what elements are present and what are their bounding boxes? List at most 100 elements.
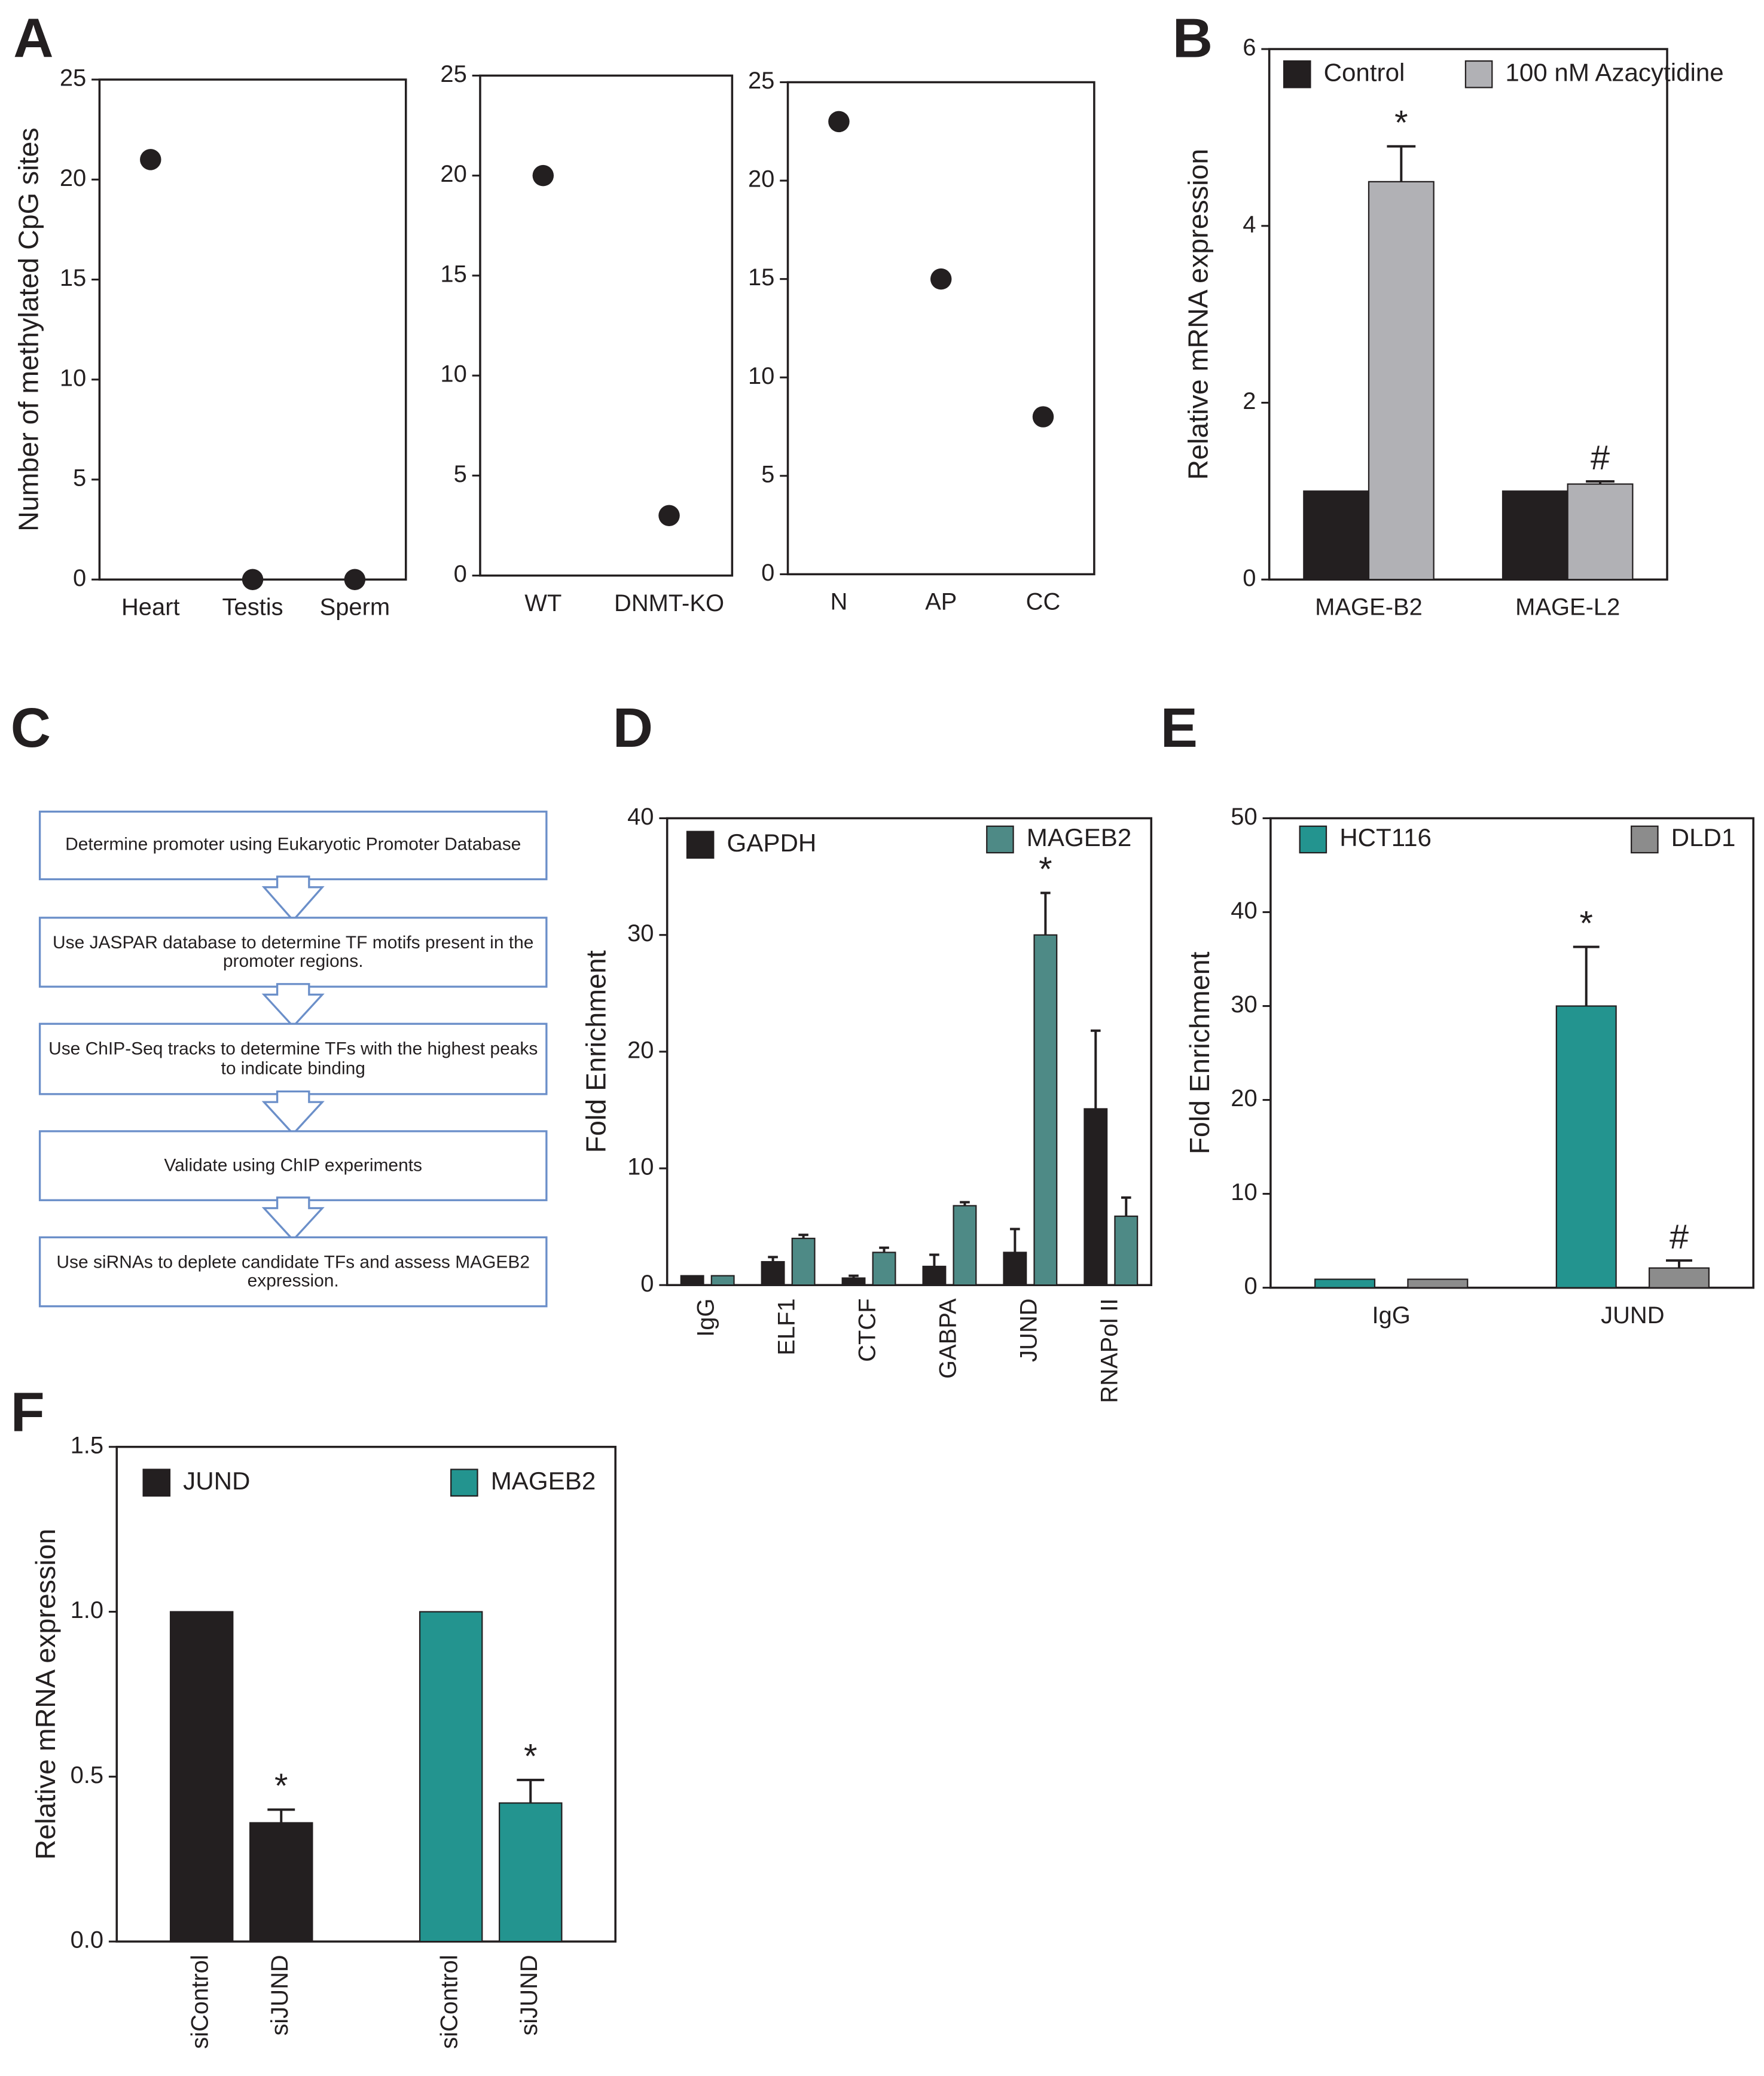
- y-tick-label: 5: [73, 465, 86, 491]
- x-tick-label: GABPA: [935, 1298, 961, 1379]
- legend-label: MAGEB2: [491, 1467, 596, 1495]
- bar: [1114, 1215, 1139, 1286]
- y-tick-label: 20: [627, 1037, 654, 1063]
- x-tick-label: CC: [1026, 589, 1061, 615]
- legend-label: 100 nM Azacytidine: [1505, 58, 1723, 86]
- bar: [249, 1822, 313, 1943]
- flow-arrow: [261, 1090, 325, 1135]
- y-tick-label: 0: [1244, 1273, 1257, 1299]
- y-tick-label: 4: [1243, 211, 1256, 237]
- y-axis-label: Fold Enrichment: [1184, 951, 1215, 1154]
- x-tick-label: Testis: [222, 594, 283, 621]
- legend-label: HCT116: [1339, 823, 1432, 851]
- y-tick-label: 25: [60, 65, 86, 91]
- legend-label: GAPDH: [727, 829, 816, 857]
- x-tick-label: siJUND: [267, 1955, 293, 2035]
- error-bar: [960, 1201, 970, 1206]
- legend-label: Control: [1324, 58, 1405, 86]
- bar: [710, 1275, 735, 1286]
- x-tick-label: CTCF: [854, 1298, 881, 1361]
- bar: [419, 1611, 483, 1943]
- y-axis-label: Relative mRNA expression: [30, 1529, 61, 1860]
- legend-swatch: [686, 831, 715, 859]
- y-tick-label: 0: [454, 561, 467, 587]
- flow-step-text: Use siRNAs to deplete candidate TFs and …: [56, 1251, 530, 1291]
- x-tick-label: MAGE-B2: [1315, 594, 1423, 621]
- y-tick-label: 10: [60, 365, 86, 391]
- data-point: [658, 505, 680, 526]
- data-point: [242, 569, 264, 590]
- x-tick-label: N: [831, 589, 848, 615]
- error-bar: [879, 1246, 889, 1253]
- x-tick-label: JUND: [1015, 1298, 1042, 1361]
- x-tick-label: Sperm: [320, 594, 390, 621]
- legend-label: JUND: [183, 1467, 250, 1495]
- bar: [1555, 1005, 1617, 1289]
- x-tick-label: siControl: [437, 1955, 463, 2048]
- y-tick-label: 5: [454, 461, 467, 487]
- plot-frame: [786, 81, 1095, 576]
- legend-swatch: [1631, 825, 1659, 854]
- y-tick-label: 25: [748, 68, 774, 94]
- error-bar: [929, 1253, 939, 1266]
- y-axis-label: Relative mRNA expression: [1183, 149, 1214, 480]
- y-tick-label: 30: [627, 920, 654, 947]
- y-tick-label: 20: [440, 161, 466, 187]
- bar: [1407, 1278, 1469, 1289]
- bar: [1368, 181, 1435, 581]
- x-tick-label: ELF1: [774, 1298, 800, 1355]
- y-tick-label: 0.0: [71, 1927, 103, 1953]
- y-tick-label: 10: [440, 361, 466, 387]
- error-bar: [1586, 480, 1615, 484]
- flow-step: Use JASPAR database to determine TF moti…: [53, 932, 534, 971]
- x-tick-label: RNAPol II: [1096, 1298, 1122, 1403]
- x-tick-label: MAGE-L2: [1515, 594, 1620, 621]
- y-tick-label: 1.5: [71, 1432, 103, 1458]
- panel-label: C: [11, 697, 51, 759]
- flow-arrow: [261, 983, 325, 1028]
- flow-step-text: Use ChIP-Seq tracks to determine TFs wit…: [48, 1039, 538, 1078]
- bar: [1314, 1278, 1376, 1289]
- error-bar: [1573, 945, 1600, 1006]
- bar: [1303, 490, 1370, 581]
- x-tick-label: WT: [524, 590, 561, 616]
- y-tick-label: 40: [1231, 897, 1257, 924]
- panel-label: D: [613, 697, 653, 759]
- plot-frame: [666, 817, 1153, 1286]
- error-bar: [849, 1274, 859, 1278]
- annotation: *: [274, 1767, 288, 1805]
- y-tick-label: 1.0: [71, 1597, 103, 1623]
- flow-step: Validate using ChIP experiments: [164, 1156, 422, 1174]
- annotation: #: [1670, 1218, 1689, 1256]
- legend-label: DLD1: [1671, 823, 1736, 851]
- legend-label: MAGEB2: [1027, 823, 1132, 851]
- plot-frame: [479, 74, 734, 577]
- data-point: [828, 111, 850, 133]
- bar: [1003, 1251, 1027, 1286]
- y-tick-label: 10: [748, 363, 774, 389]
- data-point: [140, 149, 161, 170]
- plot-frame: [115, 1446, 617, 1943]
- annotation: #: [1591, 439, 1610, 477]
- annotation: *: [1580, 904, 1593, 942]
- flow-arrow: [261, 1196, 325, 1242]
- error-bar: [267, 1808, 295, 1823]
- bar: [680, 1275, 704, 1286]
- y-axis-label: Number of methylated CpG sites: [13, 127, 44, 531]
- flow-step-box: [38, 810, 548, 881]
- bar: [1501, 490, 1568, 581]
- legend-swatch: [450, 1469, 478, 1497]
- bar: [953, 1205, 977, 1286]
- y-tick-label: 15: [60, 265, 86, 291]
- y-tick-label: 0.5: [71, 1762, 103, 1788]
- error-bar: [768, 1256, 778, 1262]
- legend-swatch: [1283, 60, 1311, 88]
- bar: [791, 1238, 816, 1286]
- flow-step-text: Use JASPAR database to determine TF moti…: [53, 932, 534, 971]
- y-tick-label: 0: [73, 565, 86, 591]
- x-tick-label: Heart: [121, 594, 180, 621]
- bar: [499, 1802, 563, 1943]
- error-bar: [1010, 1228, 1020, 1253]
